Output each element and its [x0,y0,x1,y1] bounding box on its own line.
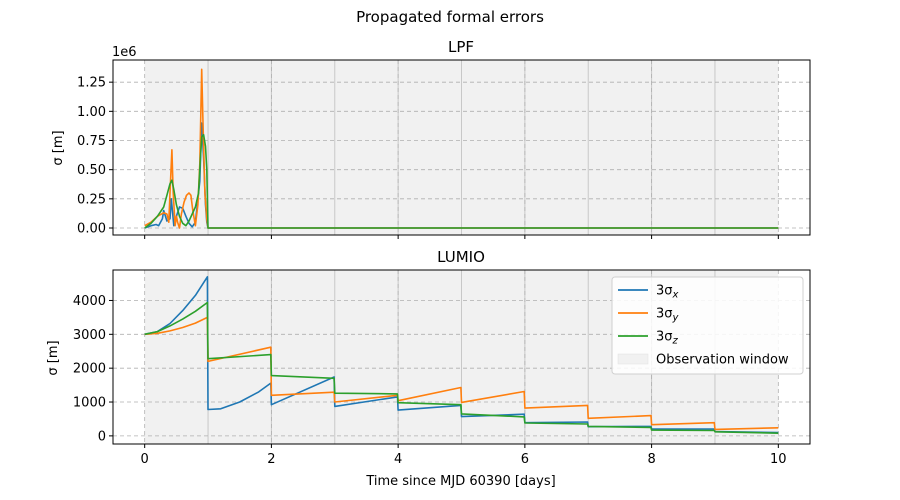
lpf-y-tick-label: 0.25 [77,192,106,207]
lpf-observation-window-3 [334,60,399,235]
lumio-x-tick-label: 8 [647,452,655,467]
lpf-y-tick-label: 0.75 [77,134,106,149]
legend-label-x: 3σx [656,284,679,301]
legend-label-y: 3σy [656,307,680,324]
lpf-observation-window-7 [588,60,652,235]
lpf-observation-window-2 [271,60,335,235]
x-axis-label: Time since MJD 60390 [days] [365,474,555,489]
lumio-y-tick-label: 3000 [73,328,106,343]
lpf-observation-window-4 [398,60,462,235]
lumio-axes-frame [112,269,811,445]
lumio-observation-window-6 [524,270,589,444]
lumio-y-axis-label: σ [m] [46,340,61,375]
lpf-offset-text: 1e6 [112,45,137,60]
lumio-x-tick-label: 2 [267,452,275,467]
lumio-y-tick-label: 1000 [73,396,106,411]
lpf-y-axis-label: σ [m] [51,130,66,165]
lumio-observation-window-4 [398,270,462,444]
legend-swatch-window [617,353,649,365]
lpf-observation-window-9 [714,60,779,235]
lpf-observation-window-6 [524,60,589,235]
figure-title: Propagated formal errors [356,8,544,26]
lpf-axes-frame [112,59,811,236]
legend: 3σx 3σy 3σz Observation window [611,276,804,375]
lpf-observation-window-8 [651,60,715,235]
lpf-panel: LPF 1e6 σ [m] 0.00 0.25 0.50 0.75 1.00 1.25 [51,38,811,239]
lumio-x-tick-label: 6 [521,452,529,467]
lumio-series-3sigma-z [144,301,779,434]
lpf-observation-window-1 [208,60,272,235]
lumio-observation-window-2 [271,270,335,444]
lpf-y-tick-label: 0.50 [77,163,106,178]
lpf-y-tick-label: 1.25 [77,76,106,91]
lumio-x-tick-label: 4 [394,452,402,467]
lpf-panel-title: LPF [448,38,474,56]
lumio-observation-window-5 [461,270,525,444]
lumio-y-tick-label: 0 [98,429,106,444]
lumio-x-tick-label: 0 [141,452,149,467]
legend-box [611,276,804,375]
lpf-series-3sigma-y [144,68,779,229]
lumio-x-tick-label: 10 [770,452,787,467]
lumio-y-tick-label: 2000 [73,362,106,377]
lpf-observation-window-0 [144,60,209,235]
lumio-observation-window-0 [144,270,209,444]
lumio-panel-title: LUMIO [437,248,485,266]
lpf-y-tick-label: 0.00 [77,222,106,237]
lpf-series-3sigma-z [144,133,779,229]
legend-label-window: Observation window [656,353,789,368]
lumio-observation-window-3 [334,270,399,444]
legend-label-z: 3σz [656,330,679,347]
lpf-y-tick-label: 1.00 [77,105,106,120]
lpf-observation-window-5 [461,60,525,235]
lumio-y-tick-label: 4000 [73,294,106,309]
